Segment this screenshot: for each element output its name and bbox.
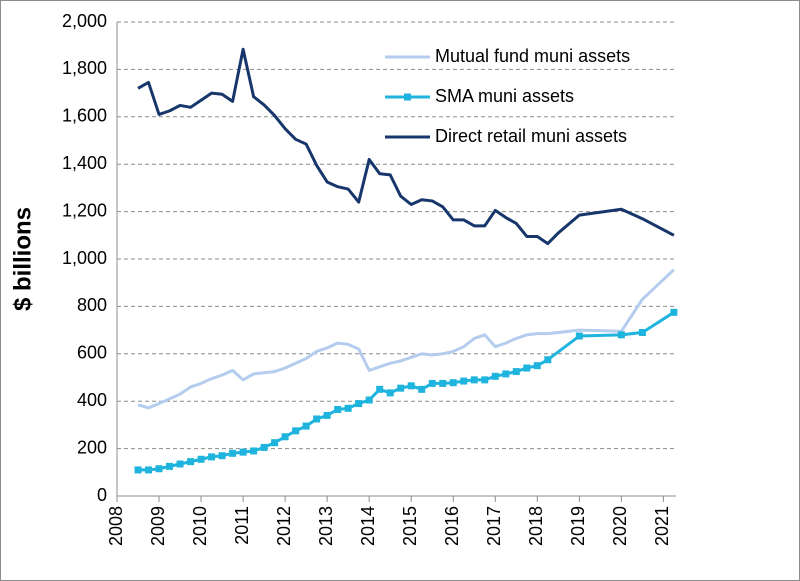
data-point: [491, 372, 499, 380]
data-point: [239, 448, 247, 456]
data-point: [313, 415, 321, 423]
data-point: [365, 396, 373, 404]
data-point: [197, 455, 205, 463]
data-point: [281, 433, 289, 441]
data-point: [617, 331, 625, 339]
data-point: [323, 411, 331, 419]
y-tick-label: 600: [77, 343, 107, 363]
data-point: [386, 389, 394, 397]
y-tick-label: 2,000: [62, 11, 107, 31]
data-point: [407, 382, 415, 390]
legend-label: SMA muni assets: [435, 86, 574, 106]
data-point: [512, 368, 520, 376]
x-tick-label: 2009: [148, 506, 168, 546]
data-point: [355, 400, 363, 408]
data-point: [271, 439, 279, 447]
data-point: [229, 449, 237, 457]
data-point: [250, 447, 258, 455]
data-point: [470, 376, 478, 384]
y-axis-label: $ billions: [9, 207, 36, 311]
y-tick-label: 1,200: [62, 200, 107, 220]
data-point: [292, 427, 300, 435]
data-point: [533, 362, 541, 370]
data-point: [218, 452, 226, 460]
data-point: [376, 385, 384, 393]
y-tick-label: 1,400: [62, 153, 107, 173]
y-tick-label: 400: [77, 390, 107, 410]
data-point: [134, 466, 142, 474]
x-tick-label: 2011: [232, 506, 252, 545]
data-point: [302, 422, 310, 430]
legend-label: Mutual fund muni assets: [435, 46, 630, 66]
data-point: [460, 377, 468, 385]
x-tick-label: 2012: [274, 506, 294, 546]
x-tick-label: 2010: [190, 506, 210, 546]
x-tick-label: 2015: [400, 506, 420, 546]
data-point: [334, 405, 342, 413]
y-tick-label: 1,000: [62, 248, 107, 268]
x-tick-label: 2014: [358, 506, 378, 546]
data-point: [575, 332, 583, 340]
legend-marker: [404, 93, 411, 101]
y-tick-label: 800: [77, 295, 107, 315]
data-point: [176, 460, 184, 468]
x-tick-label: 2020: [610, 506, 630, 546]
series-line: [137, 268, 675, 410]
data-point: [544, 356, 552, 364]
data-point: [155, 465, 163, 473]
data-point: [397, 384, 405, 392]
data-point: [439, 379, 447, 387]
series-line: [137, 47, 675, 246]
data-point: [502, 370, 510, 378]
data-point: [638, 328, 646, 336]
x-tick-label: 2016: [442, 506, 462, 546]
x-tick-label: 2008: [106, 506, 126, 546]
data-point: [449, 379, 457, 387]
x-tick-label: 2017: [484, 506, 504, 546]
data-point: [260, 443, 268, 451]
data-point: [145, 466, 153, 474]
data-point: [523, 364, 531, 372]
x-tick-label: 2018: [526, 506, 546, 546]
x-tick-label: 2021: [652, 506, 672, 546]
legend-label: Direct retail muni assets: [435, 126, 627, 146]
data-point: [208, 453, 216, 461]
x-tick-label: 2019: [568, 506, 588, 546]
data-point: [166, 462, 174, 470]
data-point: [187, 458, 195, 466]
x-tick-label: 2013: [316, 506, 336, 546]
data-point: [418, 385, 426, 393]
y-tick-label: 0: [97, 485, 107, 505]
data-point: [670, 308, 678, 316]
y-tick-label: 200: [77, 437, 107, 457]
data-point: [428, 379, 436, 387]
data-point: [344, 404, 352, 412]
data-point: [481, 376, 489, 384]
y-tick-label: 1,600: [62, 106, 107, 126]
y-tick-label: 1,800: [62, 58, 107, 78]
